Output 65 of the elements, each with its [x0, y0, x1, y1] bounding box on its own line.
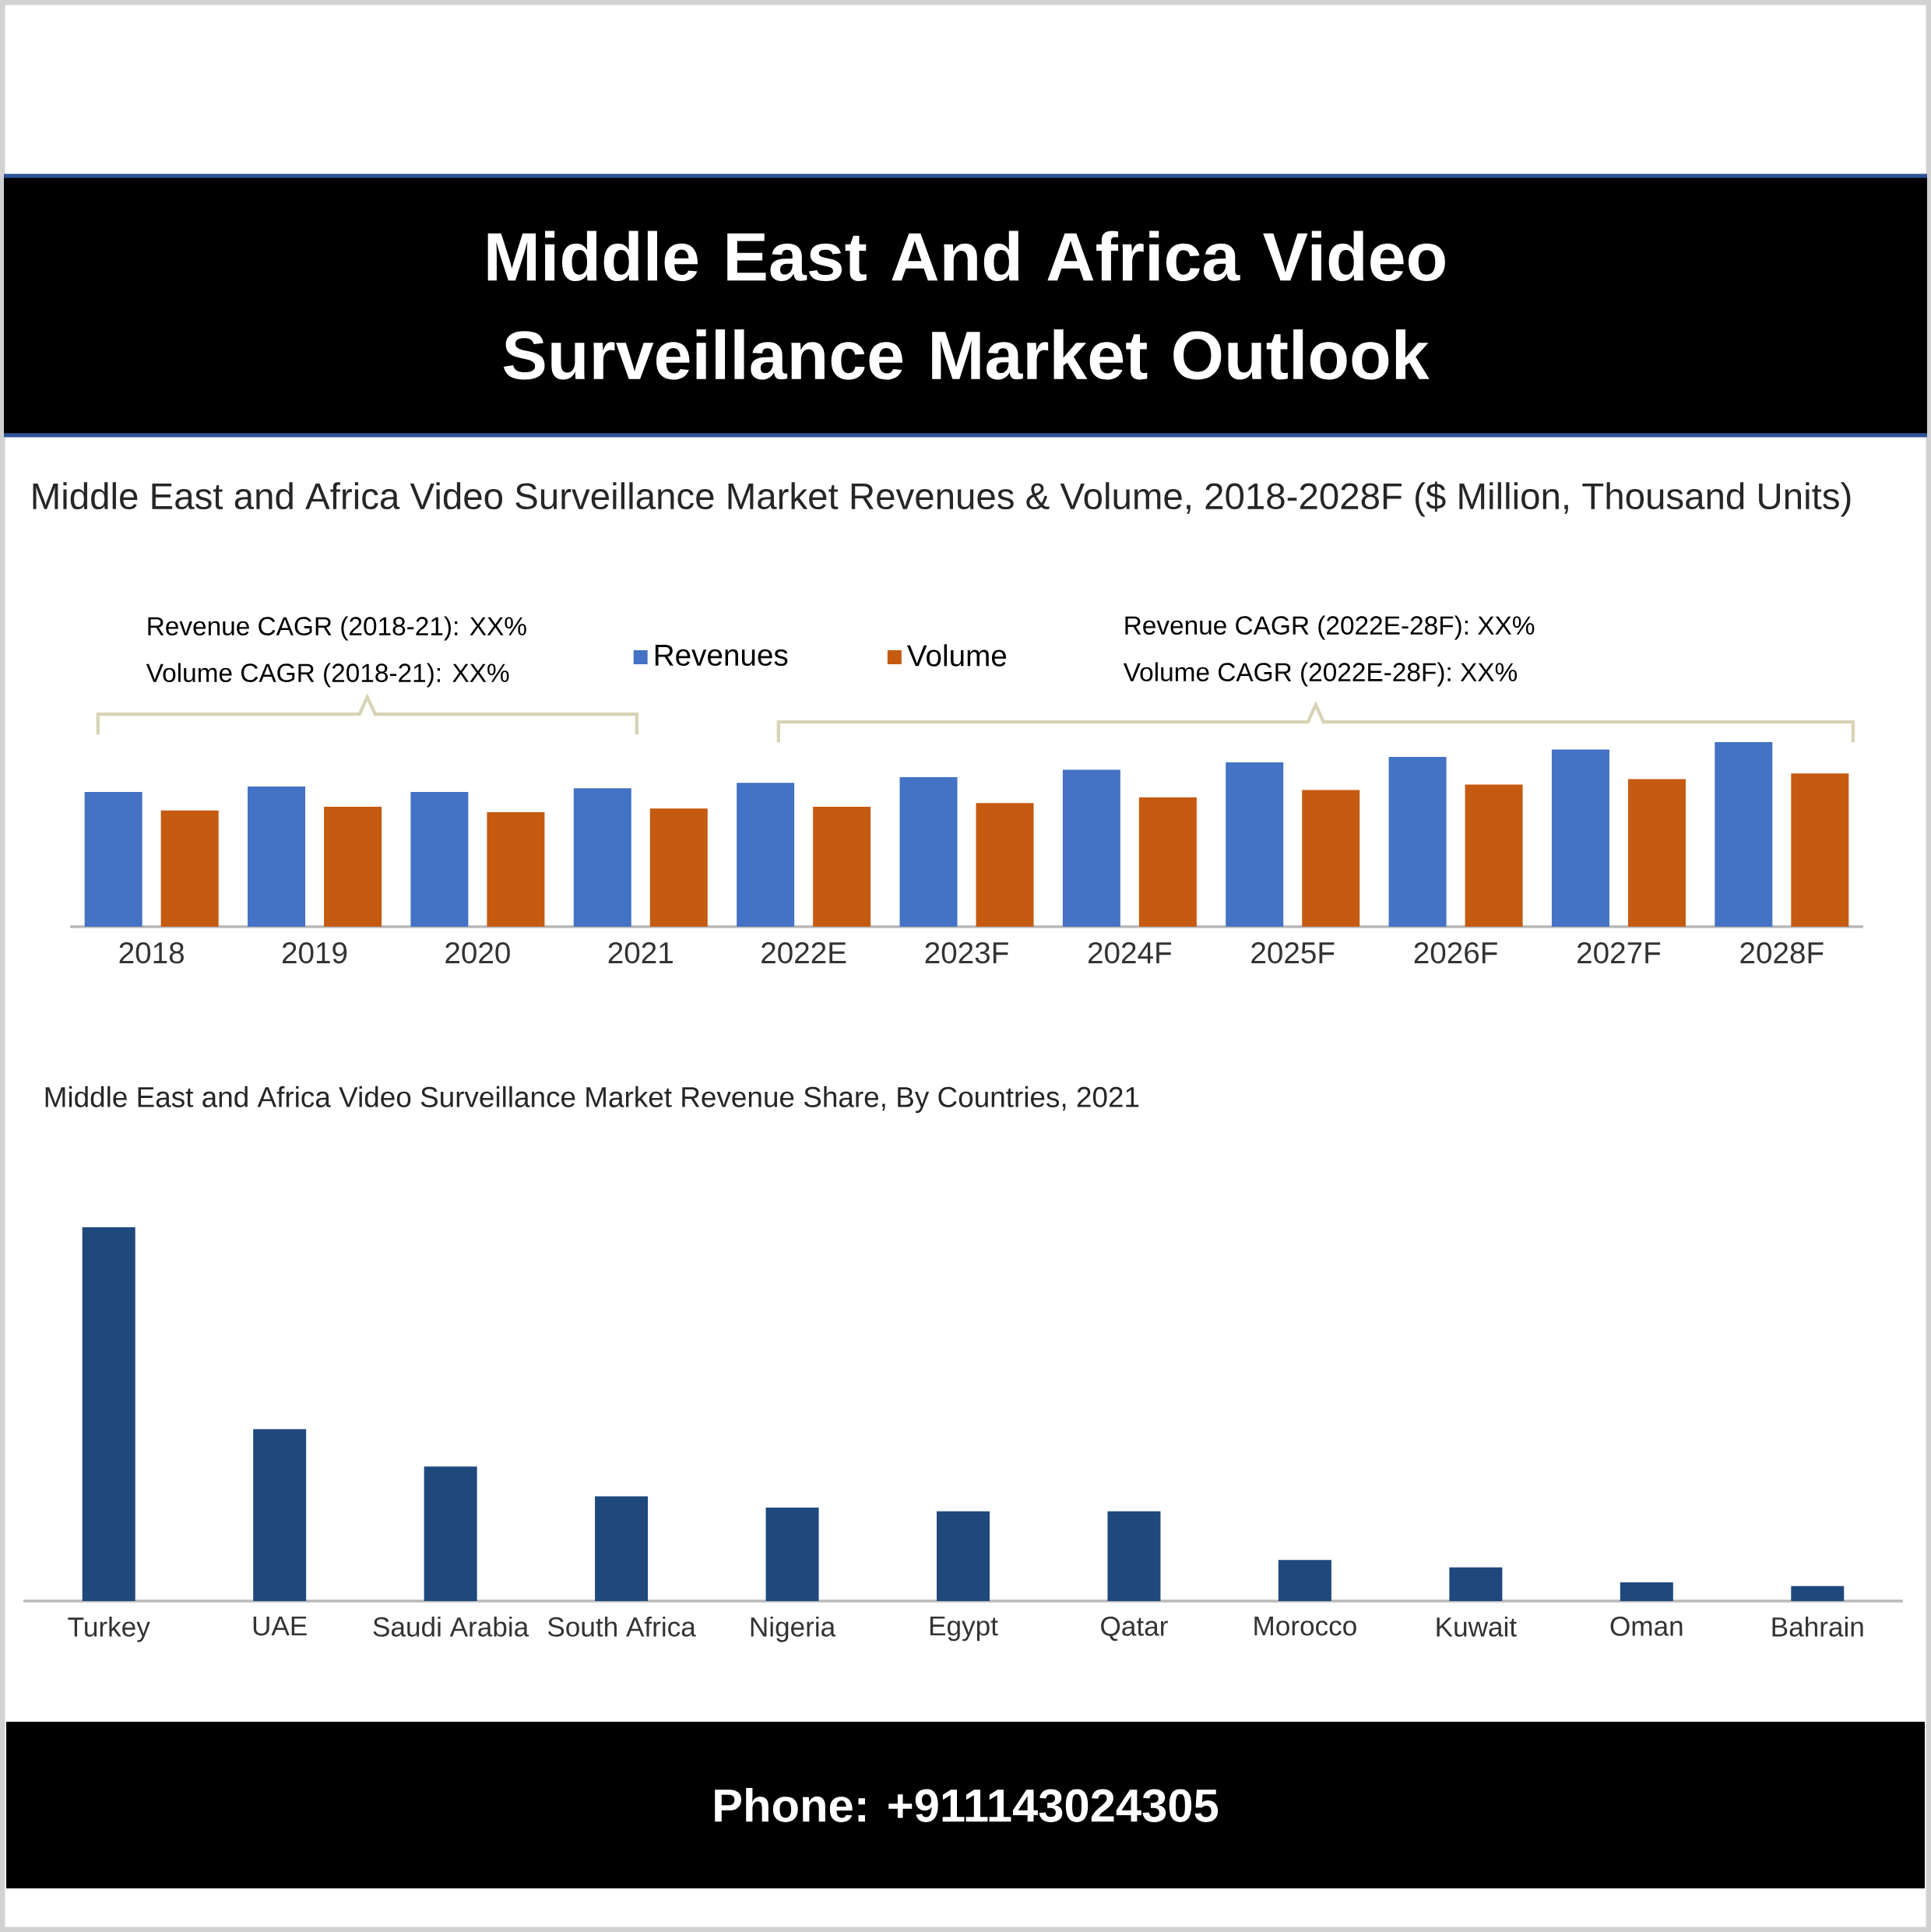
- chart-title: Middle East And Africa Video Surveillance Market Outlook: [487, 231, 1445, 380]
- bar: [899, 777, 958, 927]
- x-tick-label: 2027F: [1578, 941, 1661, 964]
- bar: [649, 808, 708, 927]
- x-tick-label: 2019: [282, 941, 347, 964]
- bar: [1062, 769, 1120, 927]
- x-tick-label: 2028F: [1740, 941, 1824, 964]
- x-tick-label: Bahrain: [1772, 1616, 1863, 1637]
- bar: [937, 1511, 990, 1601]
- x-tick-label: 2018: [119, 941, 184, 964]
- text: Revenue CAGR (2018-21): XX%: [148, 616, 526, 641]
- x-tick-label: 2024F: [1089, 941, 1172, 964]
- legend-label: Revenues: [655, 645, 788, 667]
- bar: [1551, 749, 1609, 927]
- bar: [1226, 762, 1284, 927]
- bar: [573, 788, 631, 927]
- x-tick-label: Saudi Arabia: [373, 1616, 529, 1637]
- x-tick-label: Morocco: [1254, 1616, 1356, 1636]
- bar: [976, 803, 1034, 927]
- x-tick-label: 2020: [445, 941, 510, 964]
- chart-subtitle: Middle East and Africa Video Surveillance Market Revenues & Volume, 2018-2028F ($ Million, Thousand Units): [33, 481, 1851, 517]
- x-tick-label: Qatar: [1101, 1616, 1168, 1642]
- chart-title: Middle East and Africa Video Surveillance Market Revenue Share, By Countries, 2021: [45, 1086, 1139, 1114]
- x-tick-label: UAE: [253, 1616, 307, 1636]
- bar: [1791, 773, 1849, 927]
- bar: [1107, 1511, 1161, 1601]
- bar: [324, 806, 382, 927]
- bar: [1465, 784, 1523, 927]
- bar: [1449, 1567, 1503, 1601]
- bar: [410, 791, 469, 927]
- bar: [595, 1496, 649, 1601]
- bar: [160, 810, 219, 927]
- bar: [765, 1507, 819, 1601]
- x-tick-label: Oman: [1610, 1616, 1683, 1636]
- bar: [424, 1466, 477, 1601]
- x-tick-label: Nigeria: [751, 1616, 836, 1642]
- bar: [737, 783, 795, 927]
- text: Volume CAGR (2018-21): XX%: [146, 663, 509, 688]
- bar: [248, 786, 306, 927]
- x-tick-label: South Africa: [547, 1616, 696, 1637]
- bar: [1388, 756, 1447, 927]
- text: Phone: +911143024305: [715, 1788, 1219, 1822]
- bar: [813, 806, 871, 927]
- x-tick-label: 2022E: [761, 941, 846, 964]
- bar: [1791, 1585, 1845, 1601]
- text: Volume CAGR (2022E-28F): XX%: [1123, 662, 1518, 687]
- bar: [82, 1227, 135, 1601]
- bar: [84, 791, 142, 927]
- bar: [1302, 790, 1360, 927]
- x-tick-label: 2023F: [925, 941, 1008, 964]
- x-tick-label: Egypt: [930, 1616, 998, 1642]
- bar: [1138, 797, 1197, 927]
- bar: [1715, 741, 1773, 927]
- bar: [487, 812, 545, 927]
- x-tick-label: Kuwait: [1437, 1616, 1517, 1637]
- x-tick-label: Turkey: [68, 1616, 150, 1642]
- bar: [1620, 1582, 1673, 1601]
- x-tick-label: 2025F: [1251, 941, 1335, 964]
- x-tick-label: 2026F: [1414, 941, 1497, 964]
- x-tick-label: 2021: [608, 941, 673, 964]
- bar: [253, 1429, 307, 1601]
- bar: [1278, 1560, 1331, 1601]
- text: Revenue CAGR (2022E-28F): XX%: [1125, 615, 1535, 640]
- legend-label: Volume: [907, 644, 1007, 667]
- bar: [1627, 779, 1686, 927]
